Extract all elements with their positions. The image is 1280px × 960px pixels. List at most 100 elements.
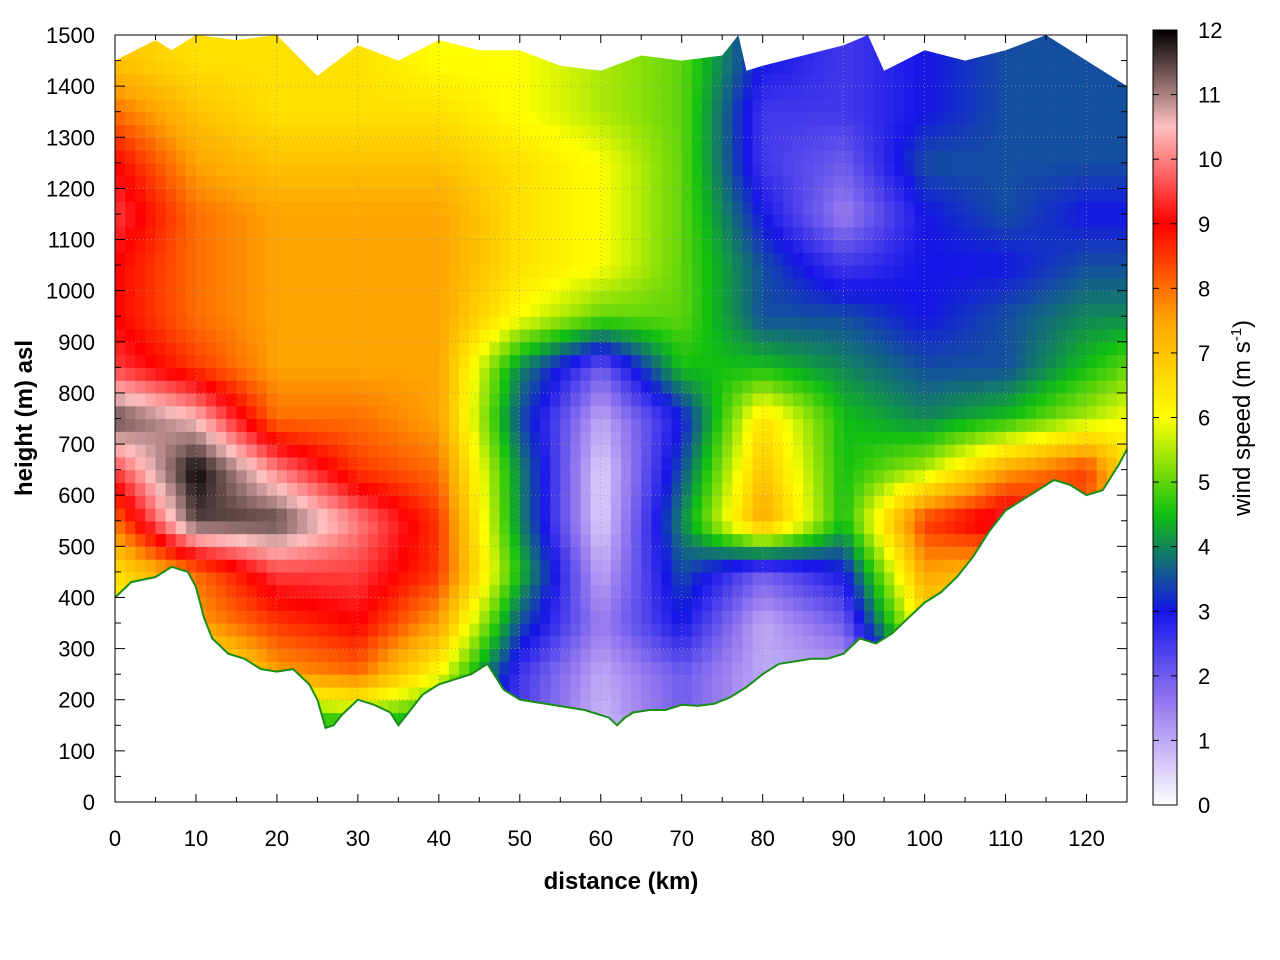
heatmap-cell: [185, 456, 197, 471]
heatmap-cell: [671, 124, 683, 138]
heatmap-cell: [610, 150, 622, 164]
heatmap-cell: [813, 329, 824, 343]
heatmap-cell: [651, 303, 663, 317]
heatmap-cell: [691, 456, 703, 471]
heatmap-cell: [651, 252, 663, 266]
heatmap-cell: [388, 507, 399, 522]
heatmap-cell: [671, 380, 683, 394]
heatmap-cell: [206, 111, 217, 126]
heatmap-cell: [600, 111, 612, 126]
heatmap-cell: [165, 341, 177, 356]
heatmap-cell: [519, 571, 531, 586]
heatmap-cell: [509, 392, 521, 407]
heatmap-cell: [226, 469, 238, 484]
heatmap-cell: [803, 456, 814, 471]
heatmap-cell: [236, 86, 248, 100]
heatmap-cell: [276, 507, 288, 522]
heatmap-cell: [185, 520, 197, 535]
heatmap-cell: [459, 367, 470, 381]
heatmap-cell: [550, 533, 561, 547]
heatmap-cell: [560, 431, 571, 445]
heatmap-cell: [357, 559, 369, 573]
heatmap-cell: [115, 482, 126, 496]
heatmap-cell: [874, 610, 885, 624]
heatmap-cell: [347, 380, 359, 394]
heatmap-cell: [874, 584, 885, 599]
heatmap-cell: [448, 533, 460, 547]
heatmap-cell: [843, 60, 855, 74]
heatmap-cell: [398, 661, 410, 675]
heatmap-cell: [297, 623, 308, 637]
heatmap-cell: [438, 635, 450, 650]
heatmap-cell: [469, 98, 480, 113]
heatmap-cell: [287, 431, 298, 445]
heatmap-cell: [276, 150, 288, 164]
heatmap-cell: [550, 175, 561, 189]
heatmap-cell: [519, 111, 531, 126]
heatmap-cell: [206, 354, 217, 368]
heatmap-cell: [691, 482, 703, 496]
heatmap-cell: [276, 597, 288, 611]
heatmap-cell: [408, 392, 420, 407]
heatmap-cell: [671, 239, 683, 253]
heatmap-cell: [924, 162, 936, 177]
heatmap-cell: [600, 392, 612, 407]
heatmap-cell: [793, 495, 804, 509]
heatmap-cell: [509, 674, 521, 688]
heatmap-cell: [752, 188, 764, 202]
heatmap-cell: [378, 507, 389, 522]
heatmap-cell: [712, 175, 723, 189]
heatmap-cell: [155, 201, 167, 215]
heatmap-cell: [155, 290, 167, 305]
heatmap-cell: [337, 533, 349, 547]
heatmap-cell: [701, 456, 713, 471]
heatmap-cell: [894, 111, 905, 126]
heatmap-cell: [226, 265, 238, 279]
heatmap-cell: [297, 431, 308, 445]
heatmap-cell: [175, 405, 187, 420]
heatmap-cell: [246, 367, 258, 381]
heatmap-cell: [256, 175, 268, 189]
heatmap-cell: [621, 674, 632, 688]
heatmap-cell: [317, 252, 329, 266]
heatmap-cell: [297, 584, 308, 599]
heatmap-cell: [226, 635, 238, 650]
heatmap-cell: [762, 559, 774, 573]
heatmap-cell: [742, 559, 754, 573]
heatmap-cell: [438, 597, 450, 611]
heatmap-cell: [428, 150, 440, 164]
heatmap-cell: [236, 495, 248, 509]
heatmap-cell: [894, 354, 905, 368]
heatmap-cell: [833, 507, 845, 522]
heatmap-cell: [388, 623, 399, 637]
heatmap-cell: [752, 635, 764, 650]
heatmap-cell: [722, 277, 733, 292]
heatmap-cell: [590, 533, 602, 547]
heatmap-cell: [165, 111, 177, 126]
heatmap-cell: [337, 316, 349, 330]
heatmap-cell: [732, 456, 744, 471]
heatmap-cell: [175, 188, 187, 202]
heatmap-cell: [226, 111, 238, 126]
heatmap-cell: [610, 98, 622, 113]
heatmap-cell: [256, 86, 268, 100]
heatmap-cell: [884, 73, 895, 87]
heatmap-cell: [479, 431, 491, 445]
heatmap-cell: [135, 98, 146, 113]
heatmap-cell: [378, 239, 389, 253]
heatmap-cell: [438, 661, 450, 675]
heatmap-cell: [499, 175, 511, 189]
heatmap-cell: [479, 597, 491, 611]
heatmap-cell: [782, 239, 794, 253]
heatmap-cell: [742, 520, 754, 535]
heatmap-cell: [459, 277, 470, 292]
heatmap-cell: [145, 98, 157, 113]
heatmap-cell: [641, 380, 652, 394]
heatmap-cell: [479, 610, 491, 624]
heatmap-cell: [560, 367, 571, 381]
heatmap-cell: [843, 137, 855, 151]
heatmap-cell: [610, 418, 622, 432]
heatmap-cell: [550, 111, 561, 126]
heatmap-cell: [904, 546, 916, 560]
heatmap-cell: [408, 150, 420, 164]
